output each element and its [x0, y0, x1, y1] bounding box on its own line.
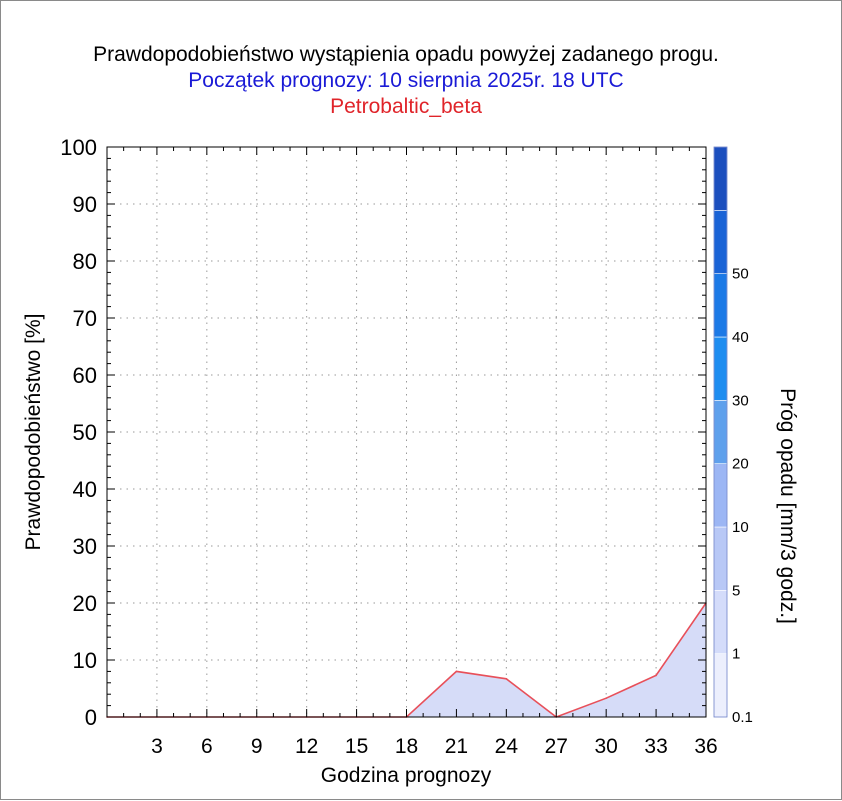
colorbar-segment	[713, 526, 728, 591]
y-tick-label: 20	[73, 591, 97, 616]
y-tick-label: 10	[73, 648, 97, 673]
forecast-start: Początek prognozy: 10 sierpnia 2025r. 18…	[188, 69, 623, 92]
x-tick-label: 3	[151, 735, 163, 758]
x-tick-label: 6	[201, 735, 213, 758]
series-fill	[107, 603, 706, 717]
x-tick-label: 15	[345, 735, 368, 758]
colorbar-segment	[713, 400, 728, 464]
plot-axes	[106, 146, 707, 718]
y-tick-label: 60	[73, 363, 97, 388]
colorbar-label: Próg opadu [mm/3 godz.]	[776, 388, 799, 624]
colorbar-segment	[713, 146, 728, 211]
colorbar-tick-label: 5	[732, 582, 740, 599]
colorbar-segment	[713, 463, 728, 528]
y-tick-label: 80	[73, 249, 97, 274]
colorbar-segment	[713, 590, 728, 654]
y-tick-label: 70	[73, 306, 97, 331]
y-tick-label: 90	[73, 192, 97, 217]
x-tick-label: 21	[445, 735, 468, 758]
x-tick-label: 12	[295, 735, 318, 758]
data-point	[505, 678, 508, 680]
colorbar-tick-label: 40	[732, 329, 749, 346]
colorbar: 0.1 1 5 10 20 30 40 50	[713, 146, 753, 726]
colorbar-tick-label: 10	[732, 519, 749, 536]
colorbar-border	[713, 146, 728, 718]
data-point	[605, 697, 607, 699]
chart-title: Prawdopodobieństwo wystąpienia opadu pow…	[93, 43, 719, 66]
y-tick-label: 50	[73, 420, 97, 445]
y-tick-label: 100	[60, 135, 97, 160]
x-tick-label: 9	[251, 735, 263, 758]
y-tick-label: 0	[85, 705, 97, 730]
colorbar-segment	[713, 653, 728, 718]
data-point	[455, 670, 458, 673]
colorbar-tick-label: 30	[732, 392, 749, 409]
x-tick-label: 36	[694, 735, 717, 758]
data-point	[655, 674, 657, 677]
colorbar-tick-label: 50	[732, 266, 749, 283]
colorbar-segment	[713, 273, 728, 338]
x-tick-label: 33	[644, 735, 667, 758]
colorbar-tick-label: 20	[732, 456, 749, 473]
colorbar-tick-label: 0.1	[732, 709, 753, 726]
grid	[107, 147, 706, 717]
colorbar-segment	[713, 336, 728, 401]
x-tick-label: 24	[495, 735, 519, 758]
x-axis-label: Godzina prognozy	[321, 764, 492, 787]
y-axis-label: Prawdopodobieństwo [%]	[22, 314, 45, 551]
colorbar-segment	[713, 210, 728, 274]
model-name: Petrobaltic_beta	[330, 95, 482, 118]
y-tick-label: 40	[73, 477, 97, 502]
x-tick-label: 18	[395, 735, 418, 758]
y-tick-label: 30	[73, 534, 97, 559]
x-tick-label: 27	[545, 735, 568, 758]
colorbar-tick-label: 1	[732, 646, 740, 663]
x-tick-label: 30	[594, 735, 617, 758]
